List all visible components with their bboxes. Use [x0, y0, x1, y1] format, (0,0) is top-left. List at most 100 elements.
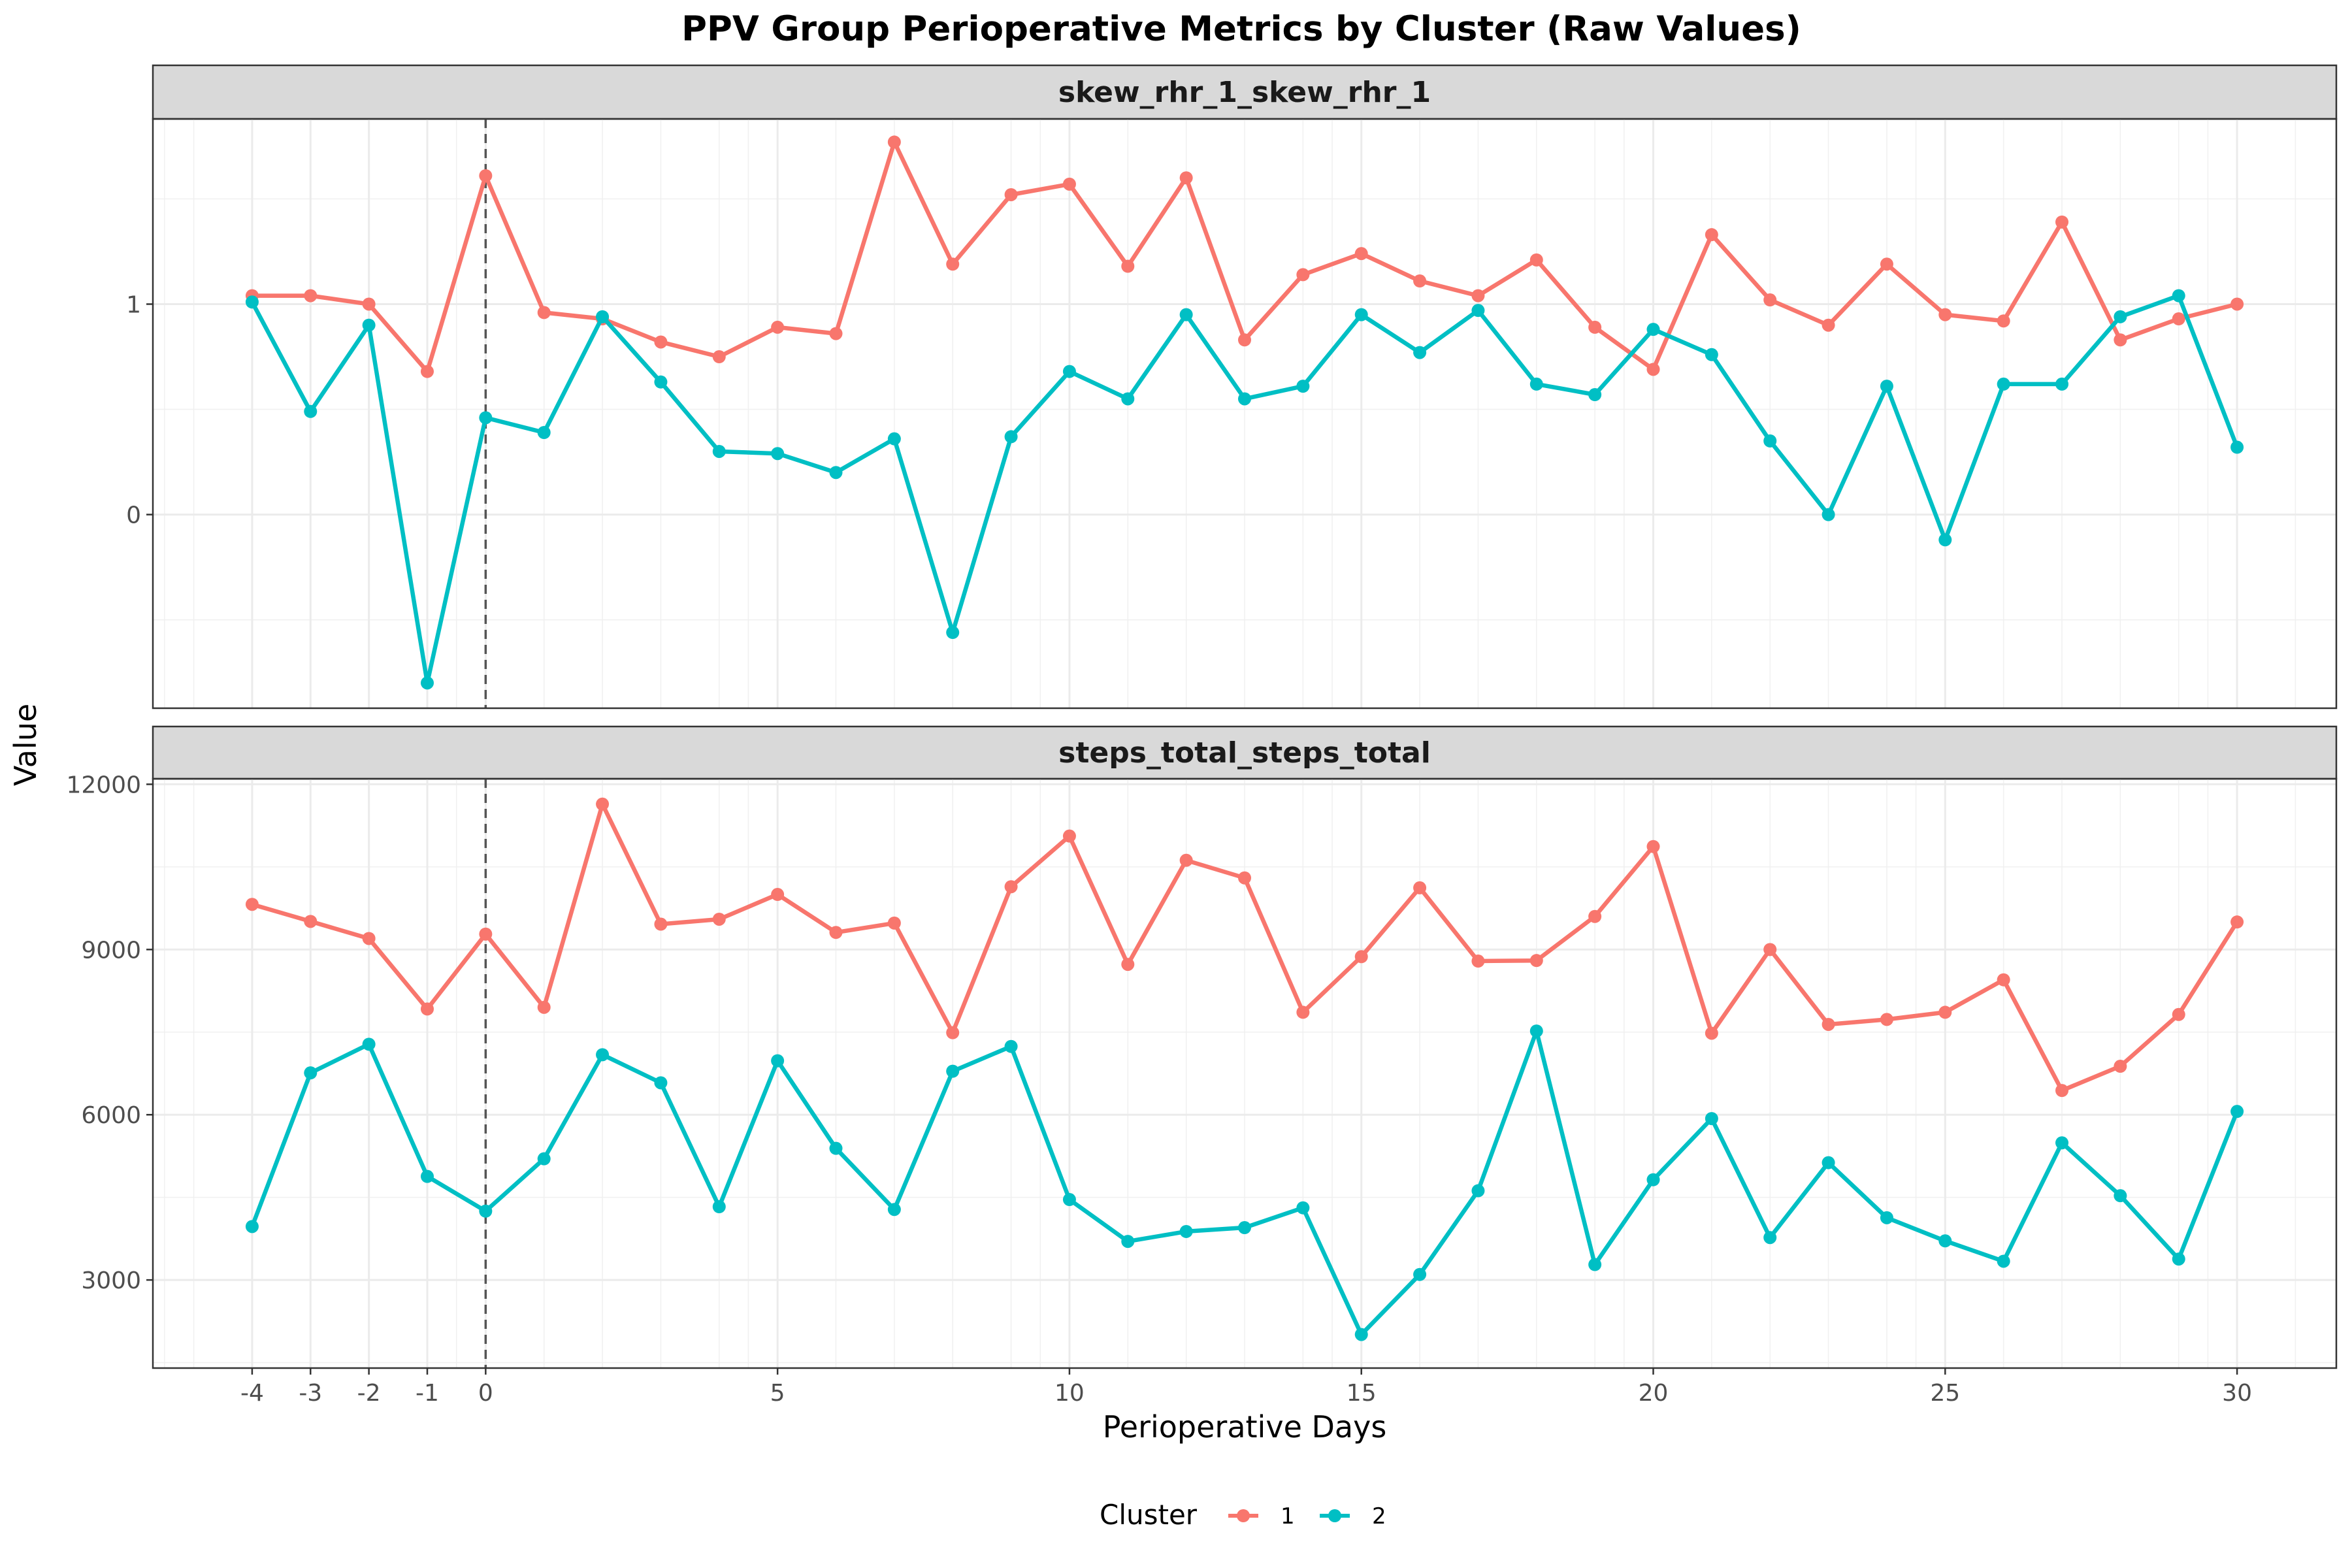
x-tick-label: 25: [1930, 1380, 1960, 1407]
data-point-cluster-1: [304, 915, 318, 928]
data-point-cluster-2: [2230, 1105, 2244, 1119]
data-point-cluster-2: [829, 466, 843, 480]
data-point-cluster-2: [1821, 508, 1835, 521]
x-axis-title: Perioperative Days: [1103, 1409, 1387, 1445]
legend-title: Cluster: [1100, 1499, 1198, 1531]
strip-label-bottom: steps_total_steps_total: [1058, 736, 1431, 770]
facet-panel-top: skew_rhr_1_skew_rhr_1 01: [126, 64, 2338, 710]
data-point-cluster-1: [1763, 293, 1777, 307]
data-point-cluster-1: [596, 797, 610, 811]
data-point-cluster-2: [712, 444, 726, 458]
data-point-cluster-2: [596, 1048, 610, 1062]
data-point-cluster-2: [2055, 1136, 2069, 1150]
strip-background-bottom: [152, 725, 2338, 780]
data-point-cluster-1: [1997, 314, 2010, 328]
data-point-cluster-2: [1997, 377, 2010, 391]
data-point-cluster-1: [1238, 333, 1251, 347]
data-point-cluster-2: [1997, 1254, 2010, 1268]
data-point-cluster-1: [1354, 247, 1368, 261]
x-tick-label: -3: [299, 1380, 322, 1407]
x-tick-label: -1: [416, 1380, 439, 1407]
legend-key-cluster-2: 2: [1320, 1503, 1386, 1529]
data-point-cluster-2: [1529, 1024, 1543, 1038]
legend-point-cluster-2: [1328, 1509, 1341, 1522]
y-ticks-top: 01: [126, 291, 153, 529]
legend-point-cluster-1: [1237, 1509, 1250, 1522]
data-point-cluster-1: [1646, 363, 1660, 376]
data-point-cluster-2: [946, 626, 960, 640]
data-point-cluster-1: [712, 350, 726, 364]
data-point-cluster-2: [1354, 1328, 1368, 1341]
data-point-cluster-2: [1763, 1231, 1777, 1245]
data-point-cluster-2: [1179, 1224, 1193, 1238]
data-point-cluster-2: [1763, 434, 1777, 448]
data-point-cluster-1: [1705, 228, 1718, 242]
series-group-bottom: [245, 797, 2244, 1341]
data-point-cluster-2: [2114, 1189, 2127, 1203]
data-point-cluster-2: [1471, 304, 1485, 318]
data-point-cluster-1: [887, 135, 901, 149]
data-point-cluster-2: [479, 411, 493, 425]
data-point-cluster-1: [1821, 1017, 1835, 1031]
data-point-cluster-1: [1296, 268, 1310, 282]
data-point-cluster-2: [362, 1037, 376, 1051]
data-point-cluster-2: [1646, 323, 1660, 336]
data-point-cluster-1: [1004, 880, 1018, 894]
data-point-cluster-2: [1238, 1221, 1251, 1235]
data-point-cluster-1: [829, 926, 843, 939]
data-point-cluster-1: [1588, 320, 1602, 334]
data-point-cluster-1: [1004, 188, 1018, 201]
y-tick-label: 1: [126, 291, 141, 318]
data-point-cluster-1: [1296, 1005, 1310, 1019]
legend-label-cluster-2: 2: [1372, 1503, 1386, 1529]
x-tick-label: -2: [357, 1380, 381, 1407]
y-tick-label: 12000: [66, 772, 141, 798]
data-point-cluster-1: [1413, 881, 1427, 894]
data-point-cluster-2: [1529, 377, 1543, 391]
x-tick-label: 20: [1639, 1380, 1669, 1407]
data-point-cluster-2: [654, 1076, 668, 1090]
data-point-cluster-2: [1296, 380, 1310, 393]
data-point-cluster-1: [887, 916, 901, 930]
y-ticks-bottom: 3000 6000 9000 12000: [66, 772, 153, 1294]
data-point-cluster-1: [946, 1026, 960, 1039]
data-point-cluster-1: [1529, 954, 1543, 968]
data-point-cluster-2: [479, 1204, 493, 1218]
data-point-cluster-2: [1821, 1156, 1835, 1169]
data-point-cluster-2: [2172, 289, 2185, 302]
data-point-cluster-1: [1529, 253, 1543, 267]
data-point-cluster-1: [362, 297, 376, 311]
data-point-cluster-2: [712, 1200, 726, 1214]
data-point-cluster-1: [1471, 289, 1485, 302]
data-point-cluster-1: [771, 320, 785, 334]
data-point-cluster-1: [1121, 259, 1135, 273]
data-point-cluster-2: [1121, 1235, 1135, 1249]
data-point-cluster-1: [946, 257, 960, 271]
data-point-cluster-2: [887, 432, 901, 446]
data-point-cluster-2: [304, 404, 318, 418]
data-point-cluster-1: [2114, 333, 2127, 347]
gridlines-bottom: [153, 779, 2336, 1368]
data-point-cluster-2: [1121, 392, 1135, 406]
panel-border-bottom: [152, 777, 2338, 1369]
data-point-cluster-2: [1588, 1258, 1602, 1271]
data-point-cluster-1: [420, 365, 434, 378]
data-point-cluster-1: [654, 917, 668, 931]
data-point-cluster-1: [1880, 1013, 1893, 1026]
data-point-cluster-1: [420, 1002, 434, 1016]
data-point-cluster-1: [1821, 318, 1835, 332]
y-axis-title: Value: [8, 704, 43, 786]
data-point-cluster-2: [245, 1220, 259, 1233]
y-tick-label: 3000: [81, 1267, 141, 1294]
data-point-cluster-2: [654, 375, 668, 389]
data-point-cluster-2: [946, 1064, 960, 1078]
data-point-cluster-2: [362, 318, 376, 332]
data-point-cluster-1: [245, 898, 259, 911]
data-point-cluster-1: [479, 927, 493, 941]
data-point-cluster-1: [1413, 274, 1427, 288]
data-point-cluster-2: [1588, 388, 1602, 402]
x-tick-label: 5: [770, 1380, 785, 1407]
data-point-cluster-1: [2230, 915, 2244, 929]
data-point-cluster-1: [1938, 1005, 1952, 1019]
data-point-cluster-2: [1004, 430, 1018, 444]
